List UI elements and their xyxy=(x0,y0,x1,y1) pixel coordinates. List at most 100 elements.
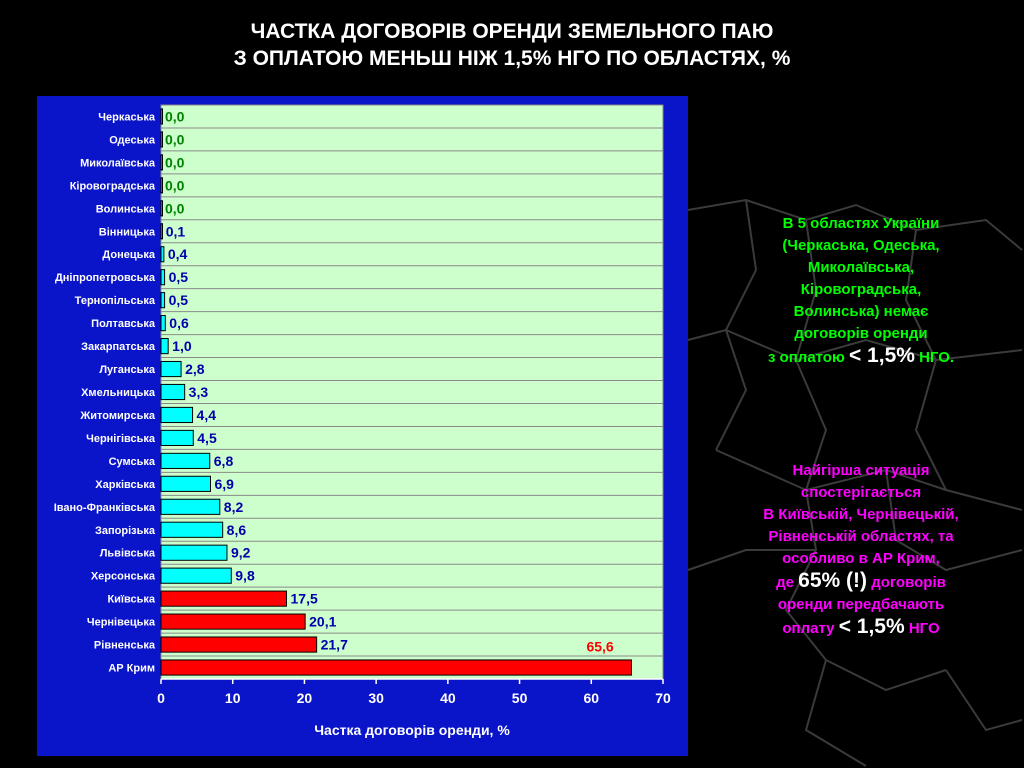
note2-line: де 65% (!) договорів xyxy=(700,570,1022,594)
value-label: 0,4 xyxy=(168,246,188,262)
value-label: 0,6 xyxy=(169,315,189,331)
value-label: 9,2 xyxy=(231,545,251,561)
note2-line: В Київській, Чернівецькій, xyxy=(763,506,959,523)
note2-text: оплату xyxy=(782,620,839,637)
bar xyxy=(160,315,166,332)
bar xyxy=(160,659,632,676)
bar xyxy=(160,200,163,217)
note1-text: з оплатою xyxy=(767,349,849,366)
bar xyxy=(160,590,287,607)
bar xyxy=(160,636,318,653)
value-label: 0,0 xyxy=(165,154,185,170)
category-label: Київська xyxy=(107,594,155,606)
bar xyxy=(160,131,163,148)
note-no-contracts: В 5 областях України (Черкаська, Одеська… xyxy=(700,213,1022,369)
note2-line: оплату < 1,5% НГО xyxy=(700,616,1022,640)
bars xyxy=(160,108,632,676)
category-label: Луганська xyxy=(99,364,156,376)
x-tick-label: 70 xyxy=(655,690,671,706)
bar xyxy=(160,521,224,538)
note1-line: (Черкаська, Одеська, xyxy=(782,237,940,254)
bar xyxy=(160,567,232,584)
bar xyxy=(160,613,306,630)
category-label: Житомирська xyxy=(79,410,156,422)
category-labels: Черкаська Одеська Миколаївська Кіровоградсь… xyxy=(54,111,156,674)
value-label: 1,0 xyxy=(172,338,192,354)
value-label: 20,1 xyxy=(309,614,336,630)
bar xyxy=(160,475,211,492)
note1-line: В 5 областях України xyxy=(782,215,940,232)
value-label: 0,0 xyxy=(165,131,185,147)
note2-line: особливо в АР Крим, xyxy=(782,550,940,567)
note2-text: договорів xyxy=(867,574,946,591)
value-label: 0,0 xyxy=(165,200,185,216)
note1-line: Миколаївська, xyxy=(807,259,915,276)
category-label: Івано-Франківська xyxy=(54,502,156,514)
bar xyxy=(160,406,194,424)
x-tick-label: 10 xyxy=(225,690,241,706)
value-label: 0,5 xyxy=(169,269,189,285)
bar xyxy=(160,223,163,240)
value-label: 0,0 xyxy=(165,108,185,124)
note2-text: НГО xyxy=(904,620,940,637)
note2-line: Рівненській областях, та xyxy=(768,528,954,545)
note2-line: оренди передбачають xyxy=(777,596,945,613)
value-label: 3,3 xyxy=(189,384,209,400)
category-label: Тернопільська xyxy=(75,295,156,307)
note1-highlight: < 1,5% xyxy=(848,344,915,367)
value-label: 6,8 xyxy=(214,453,234,469)
bar xyxy=(160,246,165,263)
x-tick-label: 20 xyxy=(297,690,313,706)
x-tick-label: 40 xyxy=(440,690,456,706)
category-label: Волинська xyxy=(96,203,156,215)
chart-panel: Черкаська Одеська Миколаївська Кіровоградсь… xyxy=(37,96,688,756)
note1-text: НГО. xyxy=(914,349,955,366)
note1-line: Кіровоградська, xyxy=(800,281,922,298)
value-labels: 0,0 0,0 0,0 0,0 0,0 0,1 0,4 0,5 0,5 0,6 1,0 2,8 3,3 4… xyxy=(165,108,614,654)
bar xyxy=(160,269,166,286)
chart-title-line-1: ЧАСТКА ДОГОВОРІВ ОРЕНДИ ЗЕМЕЛЬНОГО ПАЮ xyxy=(250,20,774,43)
category-label: АР Крим xyxy=(108,663,155,675)
value-label: 9,8 xyxy=(235,568,255,584)
bar xyxy=(160,383,186,401)
bar xyxy=(160,292,166,309)
x-tick-label: 60 xyxy=(583,690,599,706)
category-label: Харківська xyxy=(95,479,156,491)
note2-line: Найгірша ситуація xyxy=(792,462,930,479)
bar xyxy=(160,338,169,355)
bar xyxy=(160,177,163,194)
value-label: 65,6 xyxy=(586,639,613,655)
x-axis: 0 10 20 30 40 50 60 70 xyxy=(157,678,671,706)
note1-line: з оплатою < 1,5% НГО. xyxy=(700,345,1022,369)
x-tick-label: 0 xyxy=(157,690,165,706)
category-label: Херсонська xyxy=(91,571,156,583)
category-label: Закарпатська xyxy=(81,341,156,353)
category-label: Миколаївська xyxy=(80,157,156,169)
bar xyxy=(160,154,163,171)
value-label: 6,9 xyxy=(214,476,234,492)
value-label: 0,5 xyxy=(169,292,189,308)
x-tick-label: 30 xyxy=(368,690,384,706)
bar xyxy=(160,452,211,469)
value-label: 2,8 xyxy=(185,361,205,377)
category-label: Львівська xyxy=(100,548,156,560)
bar xyxy=(160,360,182,378)
grid-lines xyxy=(161,127,663,657)
bar-chart: Черкаська Одеська Миколаївська Кіровоградсь… xyxy=(54,104,671,738)
value-label: 4,5 xyxy=(197,430,217,446)
category-label: Вінницька xyxy=(99,226,156,238)
note2-line: спостерігається xyxy=(800,484,922,501)
category-label: Сумська xyxy=(109,456,156,468)
category-label: Донецька xyxy=(102,249,155,261)
ukraine-map-outline xyxy=(687,198,1023,767)
value-label: 0,1 xyxy=(166,223,186,239)
x-axis-label: Частка договорів оренди, % xyxy=(314,722,510,738)
note1-line: Волинська) немає xyxy=(793,303,929,320)
chart-title-line-2: З ОПЛАТОЮ МЕНЬШ НІЖ 1,5% НГО ПО ОБЛАСТЯХ… xyxy=(233,47,791,70)
category-label: Запорізька xyxy=(95,525,156,537)
bar xyxy=(160,429,194,446)
note-worst-situation: Найгірша ситуація спостерігається В Київ… xyxy=(700,460,1022,640)
bar xyxy=(160,108,163,125)
plot-area xyxy=(160,104,664,680)
value-label: 17,5 xyxy=(291,591,318,607)
